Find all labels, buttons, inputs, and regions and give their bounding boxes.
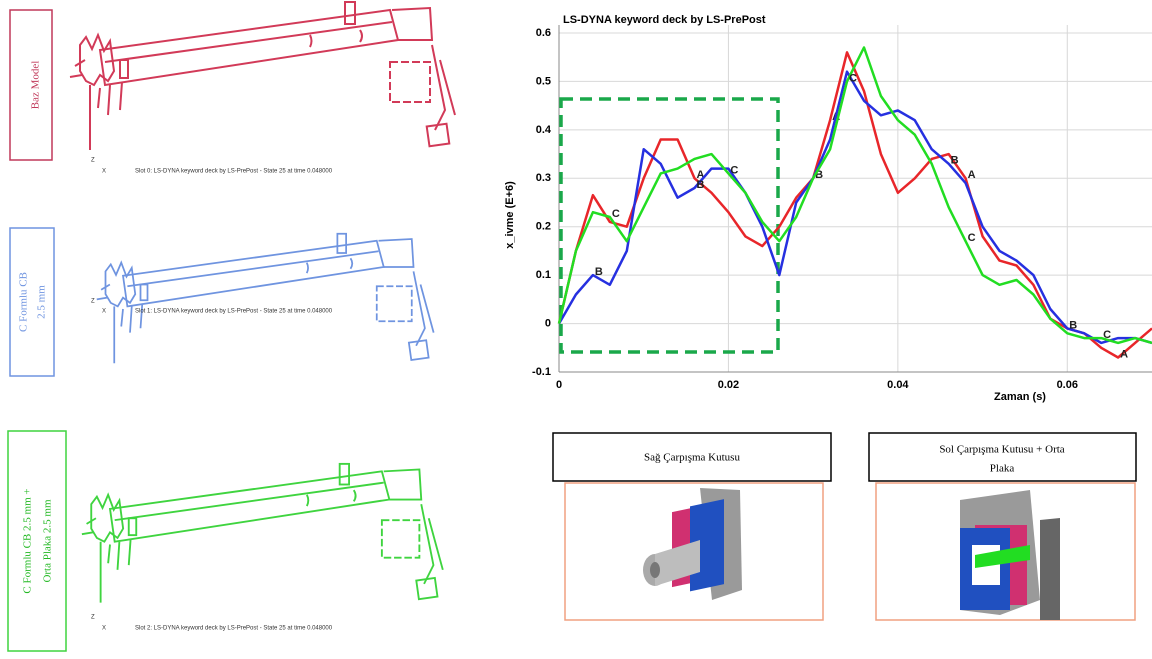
- y-tick-label: 0.4: [536, 124, 552, 136]
- x-axis-label: Zaman (s): [994, 391, 1046, 403]
- y-tick-label: 0.6: [536, 27, 551, 39]
- highlight-box: [561, 99, 778, 352]
- triad-z: Z: [91, 158, 95, 164]
- series-line: [559, 48, 1152, 343]
- panel: C Formlu CB 2.5 mm + Orta Plaka 2.5 mm Z…: [8, 431, 443, 651]
- series-marker-label: C: [849, 72, 857, 84]
- series-line: [559, 72, 1152, 343]
- series-marker-label: A: [1120, 348, 1128, 360]
- label-box: [8, 431, 66, 651]
- x-tick-label: 0.02: [718, 379, 739, 391]
- y-tick-label: 0: [545, 317, 551, 329]
- series-marker-label: C: [968, 232, 976, 244]
- inset: Sol Çarpışma Kutusu + Orta Plaka: [869, 433, 1136, 620]
- model-drawing: [82, 464, 443, 603]
- panel-label: Baz Model: [30, 61, 42, 110]
- triad-x: X: [102, 309, 106, 315]
- series-marker-label: B: [595, 266, 603, 278]
- y-tick-label: 0.2: [536, 221, 551, 233]
- panel: C Formlu CB 2.5 mm Z X Slot 1: LS-DYNA k…: [10, 228, 434, 376]
- model-drawing: [97, 234, 434, 364]
- y-tick-label: 0.1: [536, 269, 551, 281]
- panel-label: C Formlu CB: [18, 272, 30, 332]
- panel-caption: Slot 2: LS-DYNA keyword deck by LS-PrePo…: [135, 626, 333, 632]
- inset: Sağ Çarpışma Kutusu: [553, 433, 831, 620]
- series-marker-label: B: [697, 179, 705, 191]
- triad-x: X: [102, 169, 106, 175]
- figure: Baz Model Z X Slot 0: LS-DYNA keyword de…: [0, 0, 1152, 659]
- series-marker-label: B: [1069, 319, 1077, 331]
- y-tick-label: 0.5: [536, 75, 551, 87]
- panel-caption: Slot 0: LS-DYNA keyword deck by LS-PrePo…: [135, 169, 333, 175]
- triad-z: Z: [91, 299, 95, 305]
- panel-caption: Slot 1: LS-DYNA keyword deck by LS-PrePo…: [135, 309, 333, 315]
- panel-label: C Formlu CB 2.5 mm +: [22, 488, 34, 593]
- series-marker-label: C: [730, 164, 738, 176]
- x-tick-label: 0.06: [1057, 379, 1078, 391]
- chart: LS-DYNA keyword deck by LS-PrePost x_ivm…: [504, 14, 1152, 403]
- x-tick-label: 0.04: [887, 379, 909, 391]
- y-tick-label: 0.3: [536, 172, 551, 184]
- series-marker-label: A: [968, 169, 976, 181]
- y-axis-label: x_ivme (E+6): [504, 181, 516, 249]
- panel: Baz Model Z X Slot 0: LS-DYNA keyword de…: [10, 2, 455, 175]
- inset-title: Plaka: [990, 463, 1015, 475]
- inset-title: Sol Çarpışma Kutusu + Orta: [939, 444, 1064, 456]
- triad-z: Z: [91, 615, 95, 621]
- y-tick-label: -0.1: [532, 366, 551, 378]
- inset-title: Sağ Çarpışma Kutusu: [644, 452, 740, 464]
- model-drawing: [70, 2, 455, 150]
- series-marker-label: C: [1103, 329, 1111, 341]
- panel-label: Orta Plaka 2.5 mm: [42, 499, 54, 583]
- series-marker-label: C: [612, 208, 620, 220]
- x-tick-label: 0: [556, 379, 562, 391]
- series-marker-label: B: [951, 155, 959, 167]
- chart-title: LS-DYNA keyword deck by LS-PrePost: [563, 14, 766, 26]
- panel-label: 2.5 mm: [36, 285, 48, 319]
- triad-x: X: [102, 626, 106, 632]
